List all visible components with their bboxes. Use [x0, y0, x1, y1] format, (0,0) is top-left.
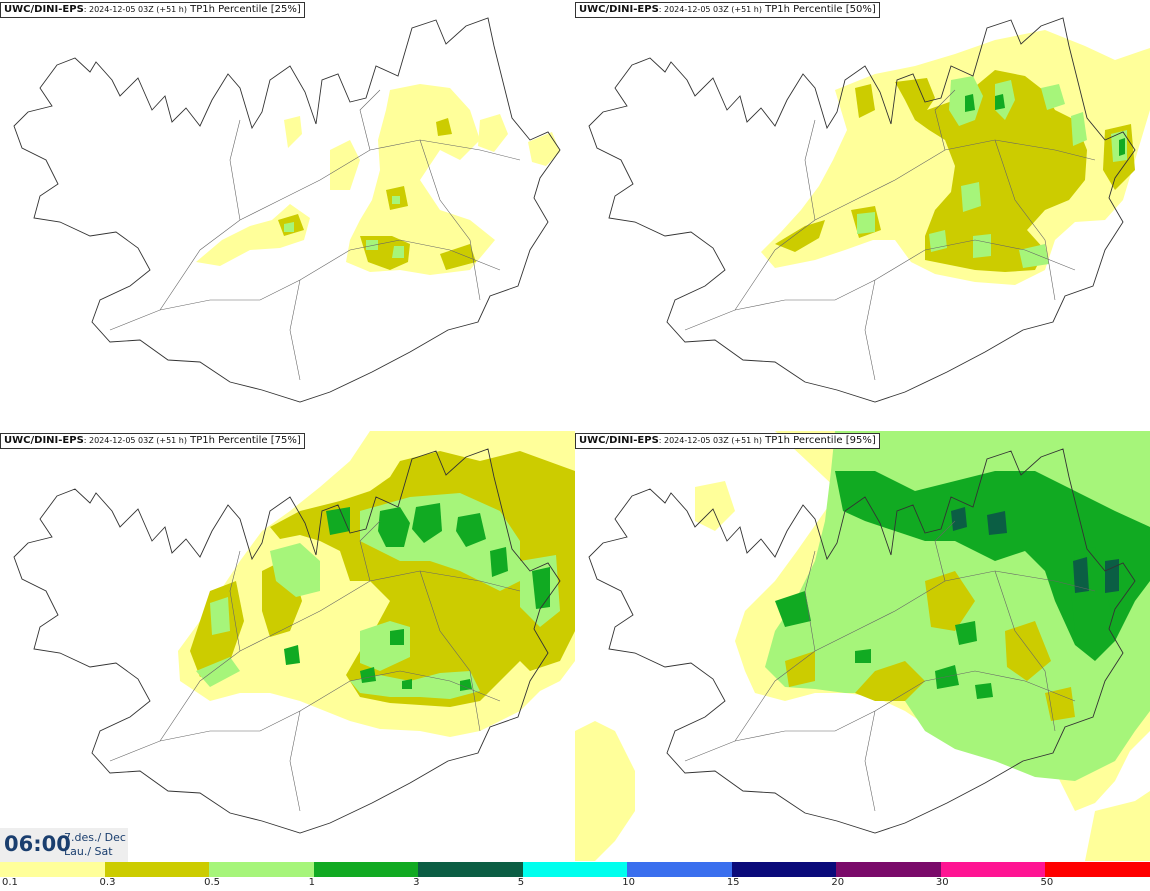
panel-title-p25: UWC/DINI-EPS: 2024-12-05 03Z (+51 h) TP1…	[0, 2, 305, 18]
map-panel-p95: UWC/DINI-EPS: 2024-12-05 03Z (+51 h) TP1…	[575, 431, 1150, 861]
map-canvas-p50	[588, 17, 1150, 403]
color-scale	[0, 862, 1150, 877]
run-time: : 2024-12-05 03Z (+51 h)	[658, 5, 762, 14]
color-scale-segment	[1045, 862, 1150, 877]
valid-time-box: 06:00 7.des./ Dec Lau./ Sat	[0, 828, 128, 862]
color-scale-tick-label: 20	[831, 877, 845, 888]
panel-title-p75: UWC/DINI-EPS: 2024-12-05 03Z (+51 h) TP1…	[0, 433, 305, 449]
color-scale-ticks: 0.1 0.3 0.5 1 3 5 10 15 20 30 50	[0, 877, 1150, 891]
map-canvas-p75	[13, 431, 575, 834]
map-canvas-p25	[13, 17, 561, 403]
map-canvas-p95	[575, 431, 1150, 861]
color-scale-tick-label: 1	[308, 877, 315, 888]
color-scale-segment	[940, 862, 1046, 877]
model-name: UWC/DINI-EPS	[579, 435, 659, 446]
color-scale-segment	[627, 862, 733, 877]
color-scale-tick-label: 3	[413, 877, 420, 888]
color-scale-segment	[418, 862, 524, 877]
precip-field-p75	[178, 431, 575, 737]
field-label: TP1h Percentile [25%]	[186, 4, 301, 15]
run-time: : 2024-12-05 03Z (+51 h)	[83, 436, 187, 445]
color-scale-segment	[104, 862, 210, 877]
color-scale-segment	[731, 862, 837, 877]
color-scale-tick-label: 10	[622, 877, 635, 888]
valid-day: Lau./ Sat	[64, 845, 113, 858]
model-name: UWC/DINI-EPS	[4, 4, 84, 15]
precip-field-p25	[196, 84, 560, 275]
color-scale-segment	[0, 862, 106, 877]
color-scale-tick-label: 0.1	[2, 877, 18, 888]
model-name: UWC/DINI-EPS	[4, 435, 84, 446]
valid-date: 7.des./ Dec	[64, 831, 126, 844]
color-scale-segment	[836, 862, 942, 877]
map-panel-p25: UWC/DINI-EPS: 2024-12-05 03Z (+51 h) TP1…	[0, 0, 575, 430]
panel-title-p50: UWC/DINI-EPS: 2024-12-05 03Z (+51 h) TP1…	[575, 2, 880, 18]
model-name: UWC/DINI-EPS	[579, 4, 659, 15]
color-scale-tick-label: 0.5	[204, 877, 220, 888]
field-label: TP1h Percentile [50%]	[761, 4, 876, 15]
color-scale-tick-label: 5	[517, 877, 525, 888]
map-panel-p75: UWC/DINI-EPS: 2024-12-05 03Z (+51 h) TP1…	[0, 431, 575, 861]
color-scale-tick-label: 15	[726, 877, 740, 888]
color-scale-tick-label: 50	[1040, 877, 1054, 888]
field-label: TP1h Percentile [95%]	[761, 435, 876, 446]
map-panel-p50: UWC/DINI-EPS: 2024-12-05 03Z (+51 h) TP1…	[575, 0, 1150, 430]
precip-field-p50	[761, 30, 1150, 285]
color-scale-tick-label: 0.3	[99, 877, 116, 888]
color-scale-segment	[313, 862, 419, 877]
panel-title-p95: UWC/DINI-EPS: 2024-12-05 03Z (+51 h) TP1…	[575, 433, 880, 449]
run-time: : 2024-12-05 03Z (+51 h)	[83, 5, 187, 14]
color-scale-tick-label: 30	[935, 877, 949, 888]
field-label: TP1h Percentile [75%]	[186, 435, 301, 446]
precip-field-p95	[575, 431, 1150, 861]
valid-time: 06:00	[4, 832, 71, 856]
color-scale-segment	[522, 862, 628, 877]
run-time: : 2024-12-05 03Z (+51 h)	[658, 436, 762, 445]
color-scale-segment	[209, 862, 315, 877]
